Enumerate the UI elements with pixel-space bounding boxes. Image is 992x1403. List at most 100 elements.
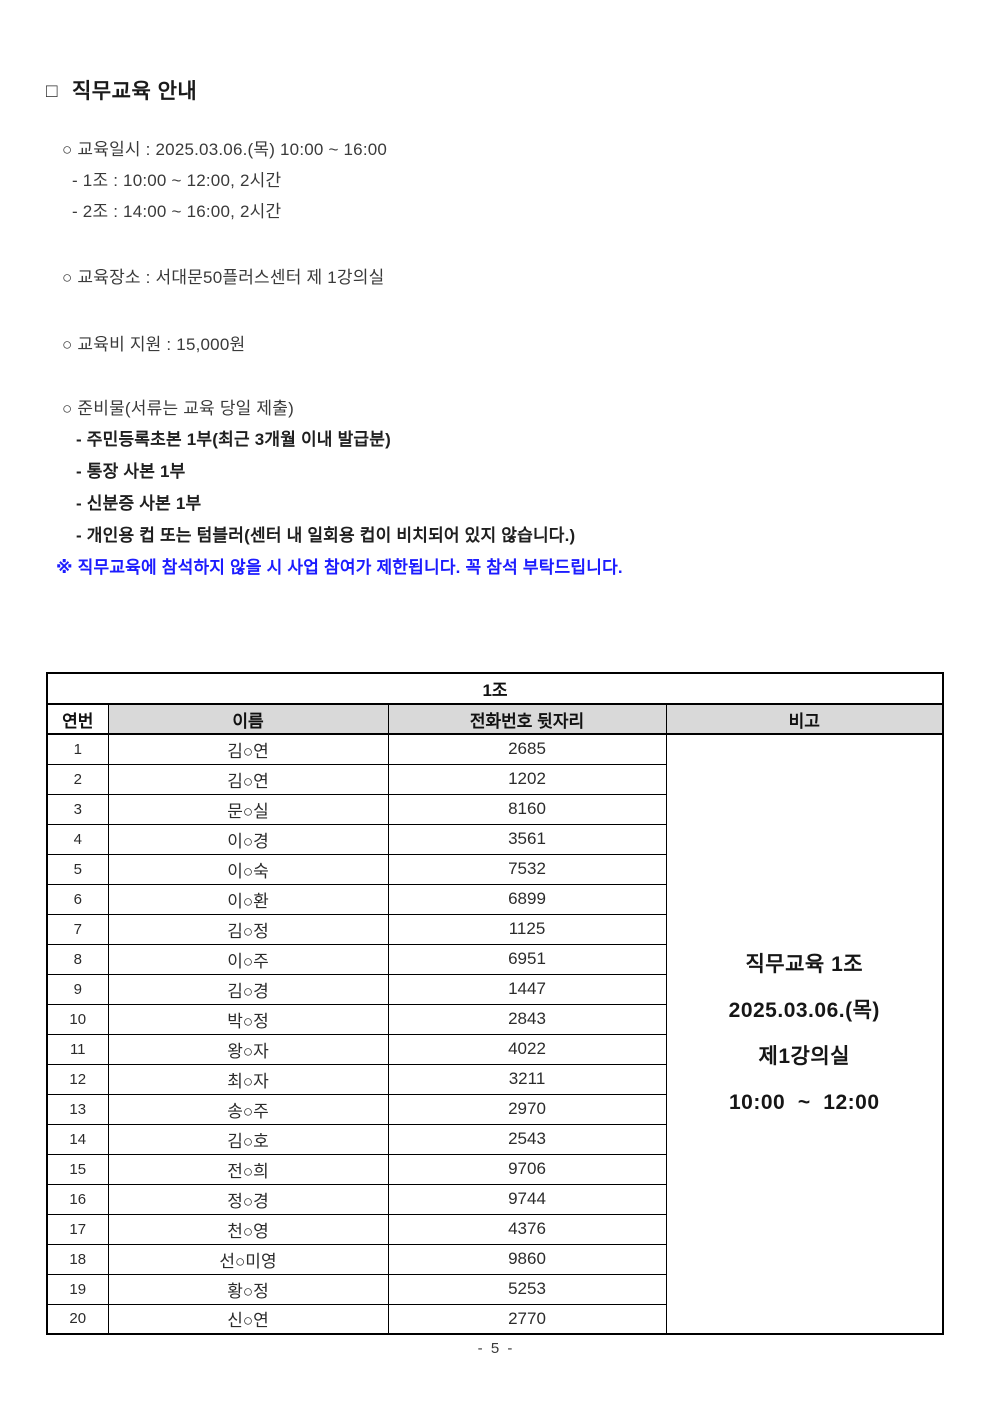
member-name: 김○연 bbox=[107, 763, 389, 795]
table-row: 5 이○숙 7532 bbox=[46, 853, 943, 885]
phone-last-digits: 6899 bbox=[387, 883, 667, 915]
table-row: 3 문○실 8160 bbox=[46, 793, 943, 825]
member-name: 이○경 bbox=[107, 823, 389, 855]
phone-last-digits: 2770 bbox=[387, 1303, 667, 1335]
table-row: 10 박○정 2843 bbox=[46, 1003, 943, 1035]
schedule-group1-line: - 1조 : 10:00 ~ 12:00, 2시간 bbox=[72, 171, 282, 190]
phone-last-digits: 3211 bbox=[387, 1063, 667, 1095]
material-item-personal-cup: - 개인용 컵 또는 텀블러(센터 내 일회용 컵이 비치되어 있지 않습니다.… bbox=[76, 526, 576, 545]
attendance-notice: ※ 직무교육에 참석하지 않을 시 사업 참여가 제한됩니다. 꼭 참석 부탁드… bbox=[56, 558, 623, 577]
member-name: 최○자 bbox=[107, 1063, 389, 1095]
phone-last-digits: 8160 bbox=[387, 793, 667, 825]
remark-line: 2025.03.06.(목) bbox=[728, 999, 880, 1022]
member-name: 정○경 bbox=[107, 1183, 389, 1215]
member-name: 김○경 bbox=[107, 973, 389, 1005]
member-name: 전○희 bbox=[107, 1153, 389, 1185]
row-number: 11 bbox=[46, 1033, 109, 1065]
group1-roster-table: 1조 연번 이름 전화번호 뒷자리 비고 1 김○연 2685 직무교육 1조 2025… bbox=[46, 672, 945, 1335]
row-number: 1 bbox=[46, 733, 109, 765]
table-row: 20 신○연 2770 bbox=[46, 1303, 943, 1335]
table-title-row: 1조 bbox=[46, 672, 944, 705]
table-row: 6 이○환 6899 bbox=[46, 883, 943, 915]
member-name: 선○미영 bbox=[107, 1243, 389, 1275]
row-number: 10 bbox=[46, 1003, 109, 1035]
row-number: 4 bbox=[46, 823, 109, 855]
phone-last-digits: 7532 bbox=[387, 853, 667, 885]
phone-last-digits: 2970 bbox=[387, 1093, 667, 1125]
member-name: 천○영 bbox=[107, 1213, 389, 1245]
column-header-phone: 전화번호 뒷자리 bbox=[387, 703, 667, 735]
member-name: 김○호 bbox=[107, 1123, 389, 1155]
row-number: 6 bbox=[46, 883, 109, 915]
table-row: 19 황○정 5253 bbox=[46, 1273, 943, 1305]
table-row: 14 김○호 2543 bbox=[46, 1123, 943, 1155]
column-header-remark: 비고 bbox=[665, 703, 944, 735]
phone-last-digits: 5253 bbox=[387, 1273, 667, 1305]
table-row: 18 선○미영 9860 bbox=[46, 1243, 943, 1275]
page-number: - 5 - bbox=[477, 1340, 515, 1357]
phone-last-digits: 1202 bbox=[387, 763, 667, 795]
member-name: 이○주 bbox=[107, 943, 389, 975]
roster-table-body: 1 김○연 2685 직무교육 1조 2025.03.06.(목) 제1강의실 10:00 … bbox=[46, 733, 944, 1335]
phone-last-digits: 9860 bbox=[387, 1243, 667, 1275]
member-name: 왕○자 bbox=[107, 1033, 389, 1065]
member-name: 김○연 bbox=[107, 733, 389, 765]
phone-last-digits: 1447 bbox=[387, 973, 667, 1005]
table-row: 13 송○주 2970 bbox=[46, 1093, 943, 1125]
phone-last-digits: 6951 bbox=[387, 943, 667, 975]
row-number: 13 bbox=[46, 1093, 109, 1125]
phone-last-digits: 3561 bbox=[387, 823, 667, 855]
phone-last-digits: 4376 bbox=[387, 1213, 667, 1245]
phone-last-digits: 9706 bbox=[387, 1153, 667, 1185]
table-row: 1 김○연 2685 직무교육 1조 2025.03.06.(목) 제1강의실 10:00 … bbox=[46, 733, 944, 1335]
table-row: 16 정○경 9744 bbox=[46, 1183, 943, 1215]
table-row: 2 김○연 1202 bbox=[46, 763, 943, 795]
row-number: 8 bbox=[46, 943, 109, 975]
phone-last-digits: 2685 bbox=[387, 733, 667, 765]
member-name: 박○정 bbox=[107, 1003, 389, 1035]
table-title: 1조 bbox=[46, 672, 944, 705]
table-row: 11 왕○자 4022 bbox=[46, 1033, 943, 1065]
location-line: ○ 교육장소 : 서대문50플러스센터 제 1강의실 bbox=[62, 268, 385, 287]
phone-last-digits: 2543 bbox=[387, 1123, 667, 1155]
member-name: 송○주 bbox=[107, 1093, 389, 1125]
phone-last-digits: 2843 bbox=[387, 1003, 667, 1035]
member-name: 이○환 bbox=[107, 883, 389, 915]
member-name: 신○연 bbox=[107, 1303, 389, 1335]
member-name: 이○숙 bbox=[107, 853, 389, 885]
row-number: 18 bbox=[46, 1243, 109, 1275]
fee-line: ○ 교육비 지원 : 15,000원 bbox=[62, 335, 246, 354]
member-name: 김○정 bbox=[107, 913, 389, 945]
row-number: 9 bbox=[46, 973, 109, 1005]
row-number: 17 bbox=[46, 1213, 109, 1245]
row-number: 19 bbox=[46, 1273, 109, 1305]
schedule-line: ○ 교육일시 : 2025.03.06.(목) 10:00 ~ 16:00 bbox=[62, 140, 388, 159]
row-number: 7 bbox=[46, 913, 109, 945]
table-row: 8 이○주 6951 bbox=[46, 943, 943, 975]
phone-last-digits: 1125 bbox=[387, 913, 667, 945]
materials-line: ○ 준비물(서류는 교육 당일 제출) bbox=[62, 399, 294, 418]
member-name: 문○실 bbox=[107, 793, 389, 825]
material-item-bankbook-copy: - 통장 사본 1부 bbox=[76, 462, 186, 481]
material-item-id-copy: - 신분증 사본 1부 bbox=[76, 494, 202, 513]
material-item-resident-copy: - 주민등록초본 1부(최근 3개월 이내 발급분) bbox=[76, 430, 391, 449]
remark-merged-cell: 직무교육 1조 2025.03.06.(목) 제1강의실 10:00 ~ 12:00 bbox=[665, 733, 944, 1335]
column-header-number: 연번 bbox=[46, 703, 109, 735]
checkbox-icon: □ bbox=[46, 81, 58, 102]
row-number: 16 bbox=[46, 1183, 109, 1215]
phone-last-digits: 4022 bbox=[387, 1033, 667, 1065]
schedule-group2-line: - 2조 : 14:00 ~ 16:00, 2시간 bbox=[72, 202, 282, 221]
document-title-text: 직무교육 안내 bbox=[71, 80, 198, 103]
row-number: 2 bbox=[46, 763, 109, 795]
row-number: 12 bbox=[46, 1063, 109, 1095]
table-row: 9 김○경 1447 bbox=[46, 973, 943, 1005]
row-number: 14 bbox=[46, 1123, 109, 1155]
row-number: 20 bbox=[46, 1303, 109, 1335]
remark-line: 10:00 ~ 12:00 bbox=[729, 1091, 880, 1114]
document-title: □ 직무교육 안내 bbox=[46, 78, 946, 106]
table-row: 15 전○희 9706 bbox=[46, 1153, 943, 1185]
row-number: 5 bbox=[46, 853, 109, 885]
training-info-section: ○ 교육일시 : 2025.03.06.(목) 10:00 ~ 16:00 - … bbox=[46, 134, 946, 584]
phone-last-digits: 9744 bbox=[387, 1183, 667, 1215]
